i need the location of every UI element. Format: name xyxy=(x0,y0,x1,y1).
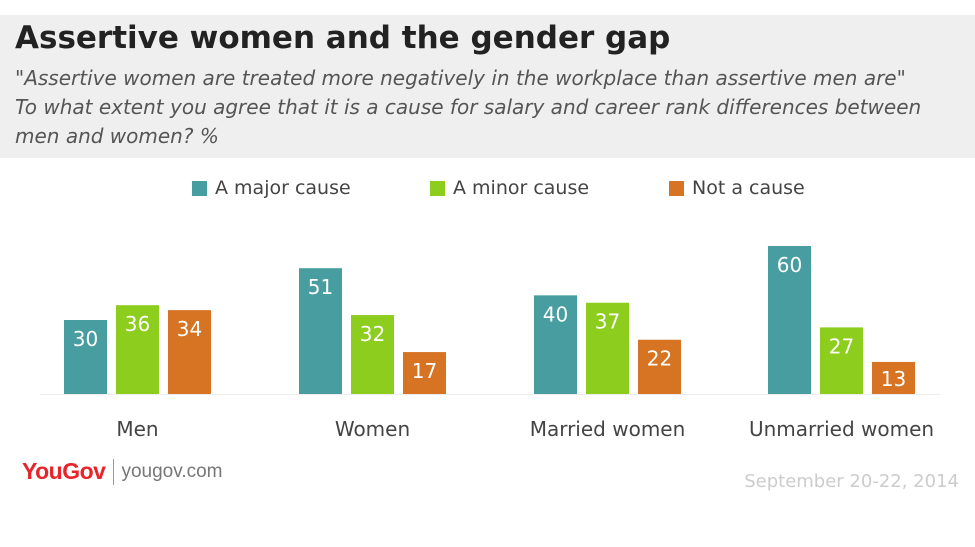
subtitle-line-1: "Assertive women are treated more negati… xyxy=(15,66,906,90)
bar xyxy=(168,310,211,394)
data-label: 40 xyxy=(543,302,568,326)
data-label: 17 xyxy=(412,359,437,383)
logo-divider xyxy=(113,458,115,485)
category-label: Married women xyxy=(530,417,686,441)
data-label: 13 xyxy=(881,367,906,391)
bar xyxy=(586,302,629,394)
data-label: 27 xyxy=(829,334,854,358)
bar xyxy=(638,339,681,394)
legend-label-not: Not a cause xyxy=(692,177,805,199)
subtitle-line-3: men and women? % xyxy=(15,124,219,148)
bar xyxy=(534,295,577,394)
data-label: 36 xyxy=(125,312,150,336)
legend-item-not: Not a cause xyxy=(669,175,805,201)
subtitle-line-2: To what extent you agree that it is a ca… xyxy=(15,95,922,119)
legend-item-major: A major cause xyxy=(192,175,351,201)
data-label: 37 xyxy=(595,310,620,334)
bar xyxy=(351,315,394,394)
bar xyxy=(64,320,107,394)
data-label: 60 xyxy=(777,253,802,277)
category-label: Women xyxy=(335,417,410,441)
data-label: 22 xyxy=(647,347,672,371)
data-label: 32 xyxy=(360,322,385,346)
category-label: Men xyxy=(116,417,158,441)
legend-label-minor: A minor cause xyxy=(453,177,590,199)
bar xyxy=(872,361,915,394)
bar xyxy=(116,305,159,394)
header-panel xyxy=(0,15,975,158)
chart-subtitle: "Assertive women are treated more negati… xyxy=(15,64,965,151)
legend-item-minor: A minor cause xyxy=(430,175,589,201)
yougov-logo: YouGov yougov.com xyxy=(22,458,223,485)
data-label: 30 xyxy=(73,327,98,351)
chart-title: Assertive women and the gender gap xyxy=(15,20,671,56)
data-label: 34 xyxy=(177,317,202,341)
bar xyxy=(299,268,342,394)
legend-swatch-major xyxy=(192,180,207,196)
logo-url: yougov.com xyxy=(121,460,223,482)
category-label: Unmarried women xyxy=(749,417,934,441)
bar xyxy=(768,246,811,394)
bar xyxy=(820,327,863,394)
survey-date: September 20-22, 2014 xyxy=(744,471,959,492)
legend: A major cause A minor cause Not a cause xyxy=(0,175,975,203)
legend-swatch-not xyxy=(669,180,684,196)
bar xyxy=(403,352,446,394)
legend-label-major: A major cause xyxy=(215,177,351,199)
data-label: 51 xyxy=(308,275,333,299)
legend-swatch-minor xyxy=(430,180,445,196)
logo-text: YouGov xyxy=(22,458,106,484)
